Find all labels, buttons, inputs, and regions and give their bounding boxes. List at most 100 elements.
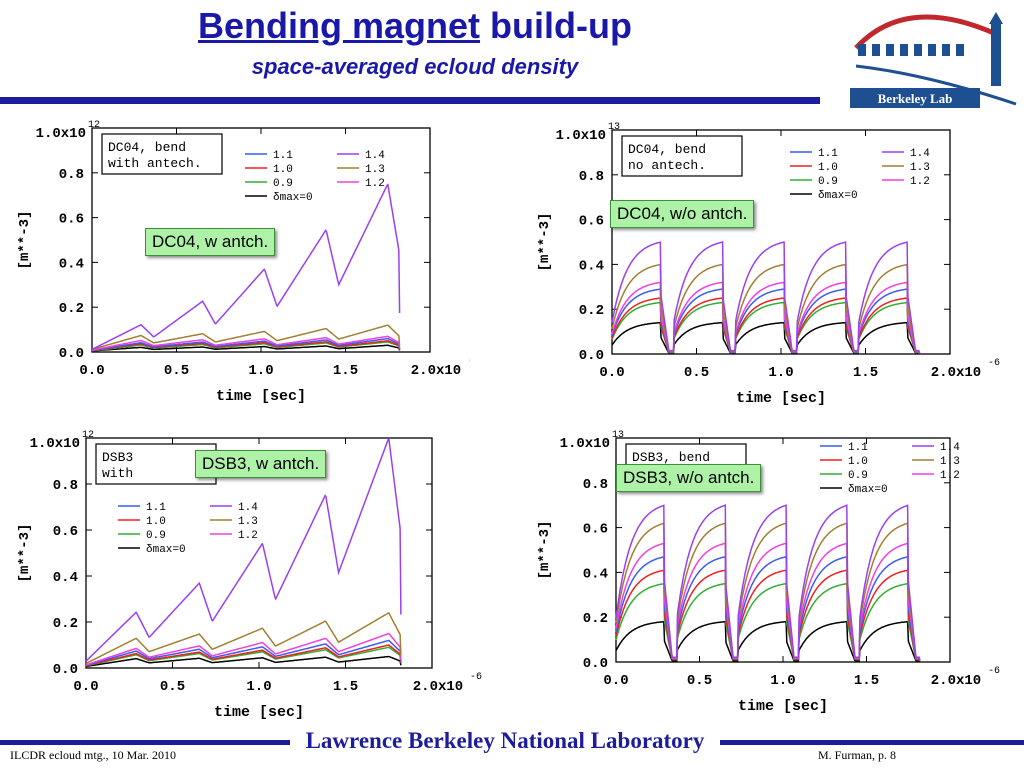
legend-label: 1.2	[365, 178, 385, 190]
legend-label: 0.9	[848, 470, 868, 482]
x-tick-label: 0.5	[684, 365, 709, 381]
y-tick-label: 1.0x10	[556, 128, 606, 144]
series-line-dmax0	[85, 655, 402, 668]
y-tick-label: 0.4	[579, 258, 604, 274]
y-tick-label: 0.8	[53, 478, 78, 494]
footer-divider-right	[720, 740, 1024, 745]
x-tick-label: 1.5	[853, 365, 878, 381]
y-tick-label: 1.0x10	[36, 126, 86, 142]
slide-title-part1: Bending magnet	[198, 5, 481, 46]
y-tick-label: 0.2	[583, 611, 608, 627]
legend-label: 1.3	[365, 164, 385, 176]
legend-label: 1.4	[910, 148, 930, 160]
legend-label: 0.9	[818, 176, 838, 188]
y-exponent-label: 13	[612, 430, 624, 441]
series-line-1.3	[611, 263, 921, 354]
y-tick-label: 0.0	[59, 346, 84, 362]
series-line-dmax0	[611, 321, 920, 355]
callout-dsb3-w-antch: DSB3, w antch.	[195, 450, 327, 478]
legend-label: δmax=0	[146, 544, 186, 556]
legend-label: 1.2	[910, 176, 930, 188]
series-line-1.4	[615, 504, 921, 661]
series-line-dmax0	[91, 344, 401, 352]
panel-label-line: no antech.	[628, 158, 706, 173]
x-tick-label: 0.0	[603, 673, 628, 689]
callout-dc04-wo-antch: DC04, w/o antch.	[610, 200, 755, 228]
series-line-1.1	[91, 337, 401, 352]
x-axis-label: time [sec]	[738, 698, 828, 715]
plot-dc04-with-antech-svg: 0.0 0.5 1.0 1.5 2.0x10 -6 0.0 0.2 0.4 0.6 0.8 1.0x1…	[17, 120, 470, 405]
header-divider	[0, 97, 820, 104]
legend-label: 1.2	[238, 530, 258, 542]
panel-label-line: with	[102, 466, 133, 481]
series-line-0.9	[615, 582, 921, 662]
footer-meeting: ILCDR ecloud mtg., 10 Mar. 2010	[10, 748, 176, 762]
berkeley-lab-logo: Berkeley Lab	[846, 4, 1022, 112]
y-tick-label: 0.8	[579, 169, 604, 185]
legend-label: 1.0	[273, 164, 293, 176]
legend-label: 0.9	[146, 530, 166, 542]
x-tick-label: 0.5	[160, 679, 185, 695]
berkeley-lab-logo-icon: Berkeley Lab	[850, 12, 1017, 108]
y-tick-label: 1.0x10	[560, 436, 610, 452]
y-exponent-label: 12	[82, 430, 94, 441]
x-tick-label: 1.0	[768, 365, 793, 381]
x-tick-label: 1.5	[333, 363, 358, 379]
x-tick-label: 1.0	[246, 679, 271, 695]
y-tick-label: 0.0	[53, 662, 78, 678]
y-axis-label: [m**-3]	[17, 211, 33, 270]
plot-dc04-no-antech-svg: 0.0 0.5 1.0 1.5 2.0x10 -6 0.0 0.2 0.4 0.6 0.8 1.0x1…	[537, 122, 1000, 407]
legend-label: 1.2	[940, 470, 960, 482]
x-tick-label: 2.0x10	[411, 363, 461, 379]
x-tick-label: 1.0	[770, 673, 795, 689]
slide-title-part2: build-up	[480, 5, 632, 46]
series-line-dmax0	[615, 620, 921, 663]
y-tick-label: 0.8	[583, 477, 608, 493]
series-line-1.2	[85, 632, 402, 666]
x-exponent-label: -6	[988, 666, 1000, 677]
x-axis-label: time [sec]	[736, 390, 826, 407]
legend-label: δmax=0	[818, 190, 858, 202]
callout-dsb3-wo-antch: DSB3, w/o antch.	[616, 464, 762, 492]
x-exponent-label: -6	[470, 672, 482, 683]
panel-label-line: DSB3	[102, 450, 133, 465]
series-line-1.4	[611, 241, 921, 353]
y-tick-label: 0.8	[59, 167, 84, 183]
series-line-1.4	[91, 183, 401, 351]
y-tick-label: 0.4	[59, 256, 84, 272]
footer-divider-left	[0, 740, 290, 745]
plot-dc04-no-antech: 0.0 0.5 1.0 1.5 2.0x10 -6 0.0 0.2 0.4 0.6 0.8 1.0x1…	[520, 112, 1024, 412]
y-exponent-label: 13	[608, 122, 620, 133]
series-line-1.0	[91, 340, 401, 352]
plot-dc04-with-antech: 0.0 0.5 1.0 1.5 2.0x10 -6 0.0 0.2 0.4 0.6 0.8 1.0x1…	[0, 112, 470, 412]
y-exponent-label: 12	[88, 120, 100, 131]
plot-dsb3-no-antech: 0.0 0.5 1.0 1.5 2.0x10 -6 0.0 0.2 0.4 0.6 0.8 1.0x1…	[520, 420, 1024, 725]
y-axis-label: [m**-3]	[17, 524, 33, 583]
x-tick-label: 0.0	[79, 363, 104, 379]
series-line-1.0	[85, 644, 402, 667]
callout-dc04-w-antch: DC04, w antch.	[145, 228, 276, 256]
x-tick-label: 0.0	[73, 679, 98, 695]
y-tick-label: 0.6	[59, 212, 84, 228]
y-tick-label: 0.4	[583, 566, 608, 582]
series-line-1.3	[85, 612, 402, 665]
panel-label-box	[101, 133, 223, 175]
x-exponent-label: -6	[468, 356, 470, 367]
y-tick-label: 0.6	[583, 522, 608, 538]
panel-label-line: with antech.	[108, 156, 202, 171]
footer-lab-name: Lawrence Berkeley National Laboratory	[305, 728, 705, 753]
panel-label-box	[621, 135, 743, 177]
legend-label: 1.4	[365, 150, 385, 162]
x-tick-label: 2.0x10	[931, 673, 981, 689]
legend-label: 1.1	[848, 442, 868, 454]
x-axis-label: time [sec]	[214, 704, 304, 721]
y-axis-label: [m**-3]	[537, 521, 553, 580]
x-tick-label: 1.5	[854, 673, 879, 689]
legend-label: 1.3	[940, 456, 960, 468]
series-line-1.2	[615, 542, 921, 661]
footer-page: M. Furman, p. 8	[818, 748, 896, 762]
legend-label: 1.0	[818, 162, 838, 174]
slide-title: Bending magnet build-up	[0, 6, 830, 46]
legend-label: 1.1	[146, 502, 166, 514]
legend-label: 0.9	[273, 178, 293, 190]
